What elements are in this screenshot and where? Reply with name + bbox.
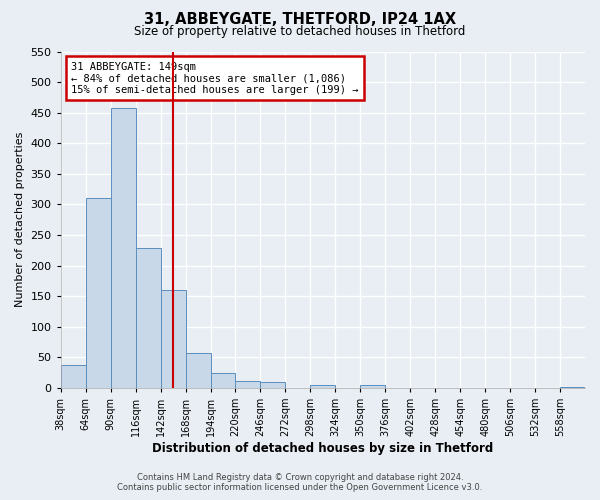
Bar (136, 248, 161, 388)
Text: Contains HM Land Registry data © Crown copyright and database right 2024.
Contai: Contains HM Land Registry data © Crown c… (118, 473, 482, 492)
Text: 31 ABBEYGATE: 149sqm
← 84% of detached houses are smaller (1,086)
15% of semi-de: 31 ABBEYGATE: 149sqm ← 84% of detached h… (71, 62, 359, 95)
Bar (260, 382, 286, 388)
Bar (361, 385, 385, 388)
Bar (161, 290, 185, 388)
Bar (86, 198, 110, 388)
Text: 31, ABBEYGATE, THETFORD, IP24 1AX: 31, ABBEYGATE, THETFORD, IP24 1AX (144, 12, 456, 28)
Bar (110, 108, 136, 388)
Bar (235, 380, 260, 388)
Bar (560, 386, 585, 388)
Bar (310, 385, 335, 388)
Bar (185, 353, 211, 388)
Text: Size of property relative to detached houses in Thetford: Size of property relative to detached ho… (134, 25, 466, 38)
Bar (211, 372, 235, 388)
Y-axis label: Number of detached properties: Number of detached properties (15, 132, 25, 308)
Bar (61, 364, 86, 388)
X-axis label: Distribution of detached houses by size in Thetford: Distribution of detached houses by size … (152, 442, 493, 455)
